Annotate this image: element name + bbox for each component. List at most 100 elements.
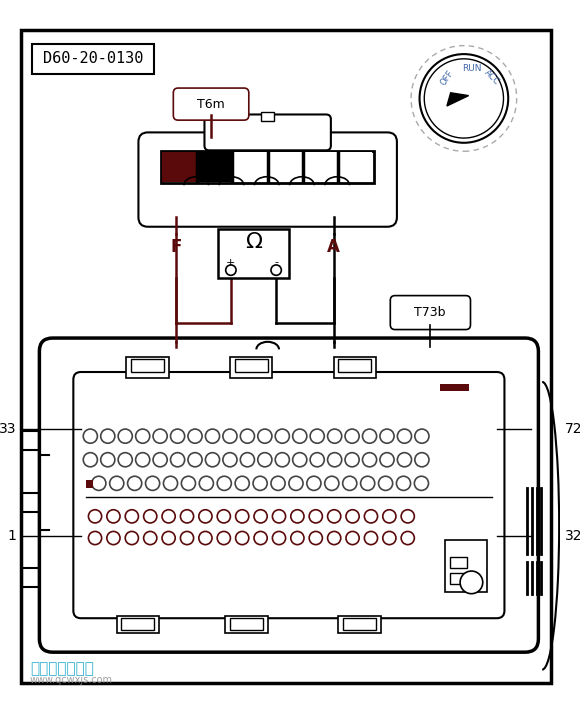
Circle shape (107, 531, 120, 545)
Circle shape (325, 476, 339, 491)
Circle shape (146, 476, 160, 491)
Circle shape (345, 429, 359, 443)
Bar (334, 357, 376, 378)
Circle shape (424, 59, 503, 138)
Circle shape (188, 453, 202, 467)
Text: 1: 1 (8, 529, 17, 543)
Circle shape (343, 476, 357, 491)
Circle shape (419, 54, 508, 143)
Circle shape (397, 476, 411, 491)
Circle shape (118, 453, 132, 467)
Text: ACC: ACC (483, 68, 502, 87)
Circle shape (310, 453, 324, 467)
Bar (218, 229, 289, 278)
Circle shape (328, 429, 342, 443)
Circle shape (199, 531, 212, 545)
Circle shape (217, 476, 231, 491)
Circle shape (125, 510, 139, 523)
Circle shape (182, 476, 195, 491)
Circle shape (199, 510, 212, 523)
Circle shape (328, 510, 341, 523)
Circle shape (307, 476, 321, 491)
Circle shape (364, 510, 378, 523)
Circle shape (88, 510, 102, 523)
Bar (86, 481, 93, 488)
Text: A: A (327, 238, 340, 257)
Text: +: + (226, 257, 235, 267)
Circle shape (205, 429, 220, 443)
Circle shape (144, 510, 157, 523)
Bar (338, 359, 371, 372)
Circle shape (125, 531, 139, 545)
Circle shape (110, 476, 124, 491)
Circle shape (217, 531, 230, 545)
Circle shape (397, 453, 412, 467)
Bar (338, 152, 372, 183)
Circle shape (289, 476, 303, 491)
Circle shape (253, 476, 267, 491)
Bar (338, 616, 381, 634)
Bar (131, 359, 164, 372)
Circle shape (346, 531, 359, 545)
Bar (197, 152, 231, 183)
Circle shape (235, 476, 249, 491)
Bar (161, 151, 374, 183)
Polygon shape (447, 92, 469, 106)
Circle shape (200, 476, 213, 491)
Circle shape (310, 429, 324, 443)
Circle shape (88, 531, 102, 545)
Text: 33: 33 (0, 422, 17, 436)
Circle shape (291, 510, 304, 523)
Circle shape (309, 531, 322, 545)
Circle shape (309, 510, 322, 523)
Bar (450, 557, 467, 568)
Circle shape (401, 510, 414, 523)
Circle shape (380, 429, 394, 443)
Bar (126, 357, 169, 378)
FancyBboxPatch shape (139, 132, 397, 227)
Circle shape (276, 429, 289, 443)
Circle shape (345, 453, 359, 467)
Bar (343, 619, 376, 629)
Circle shape (136, 429, 150, 443)
FancyBboxPatch shape (73, 372, 505, 619)
Circle shape (188, 429, 202, 443)
Circle shape (101, 429, 115, 443)
Bar (162, 152, 196, 183)
Text: OFF: OFF (438, 68, 455, 87)
Circle shape (361, 476, 375, 491)
Circle shape (101, 453, 115, 467)
Bar (32, 44, 154, 74)
Circle shape (293, 429, 307, 443)
Text: Ω: Ω (245, 232, 262, 252)
Circle shape (271, 476, 285, 491)
Circle shape (254, 531, 267, 545)
Circle shape (415, 453, 429, 467)
Text: T6m: T6m (197, 97, 225, 111)
Bar (230, 357, 273, 378)
FancyBboxPatch shape (390, 296, 470, 330)
Circle shape (293, 453, 307, 467)
Text: 汽车维修技术网: 汽车维修技术网 (30, 661, 94, 675)
Text: T73b: T73b (414, 306, 445, 319)
Circle shape (136, 453, 150, 467)
Bar (121, 619, 154, 629)
Circle shape (118, 429, 132, 443)
Circle shape (223, 453, 237, 467)
Circle shape (364, 531, 378, 545)
Circle shape (92, 476, 106, 491)
Circle shape (271, 265, 281, 275)
Circle shape (414, 476, 429, 491)
Circle shape (128, 476, 142, 491)
Circle shape (162, 531, 175, 545)
Circle shape (84, 453, 97, 467)
Circle shape (235, 531, 249, 545)
Circle shape (226, 265, 236, 275)
Circle shape (205, 453, 220, 467)
Bar (230, 619, 263, 629)
Bar (267, 152, 302, 183)
Text: RUN: RUN (462, 64, 481, 73)
FancyBboxPatch shape (205, 114, 331, 150)
Circle shape (223, 429, 237, 443)
Circle shape (217, 510, 230, 523)
